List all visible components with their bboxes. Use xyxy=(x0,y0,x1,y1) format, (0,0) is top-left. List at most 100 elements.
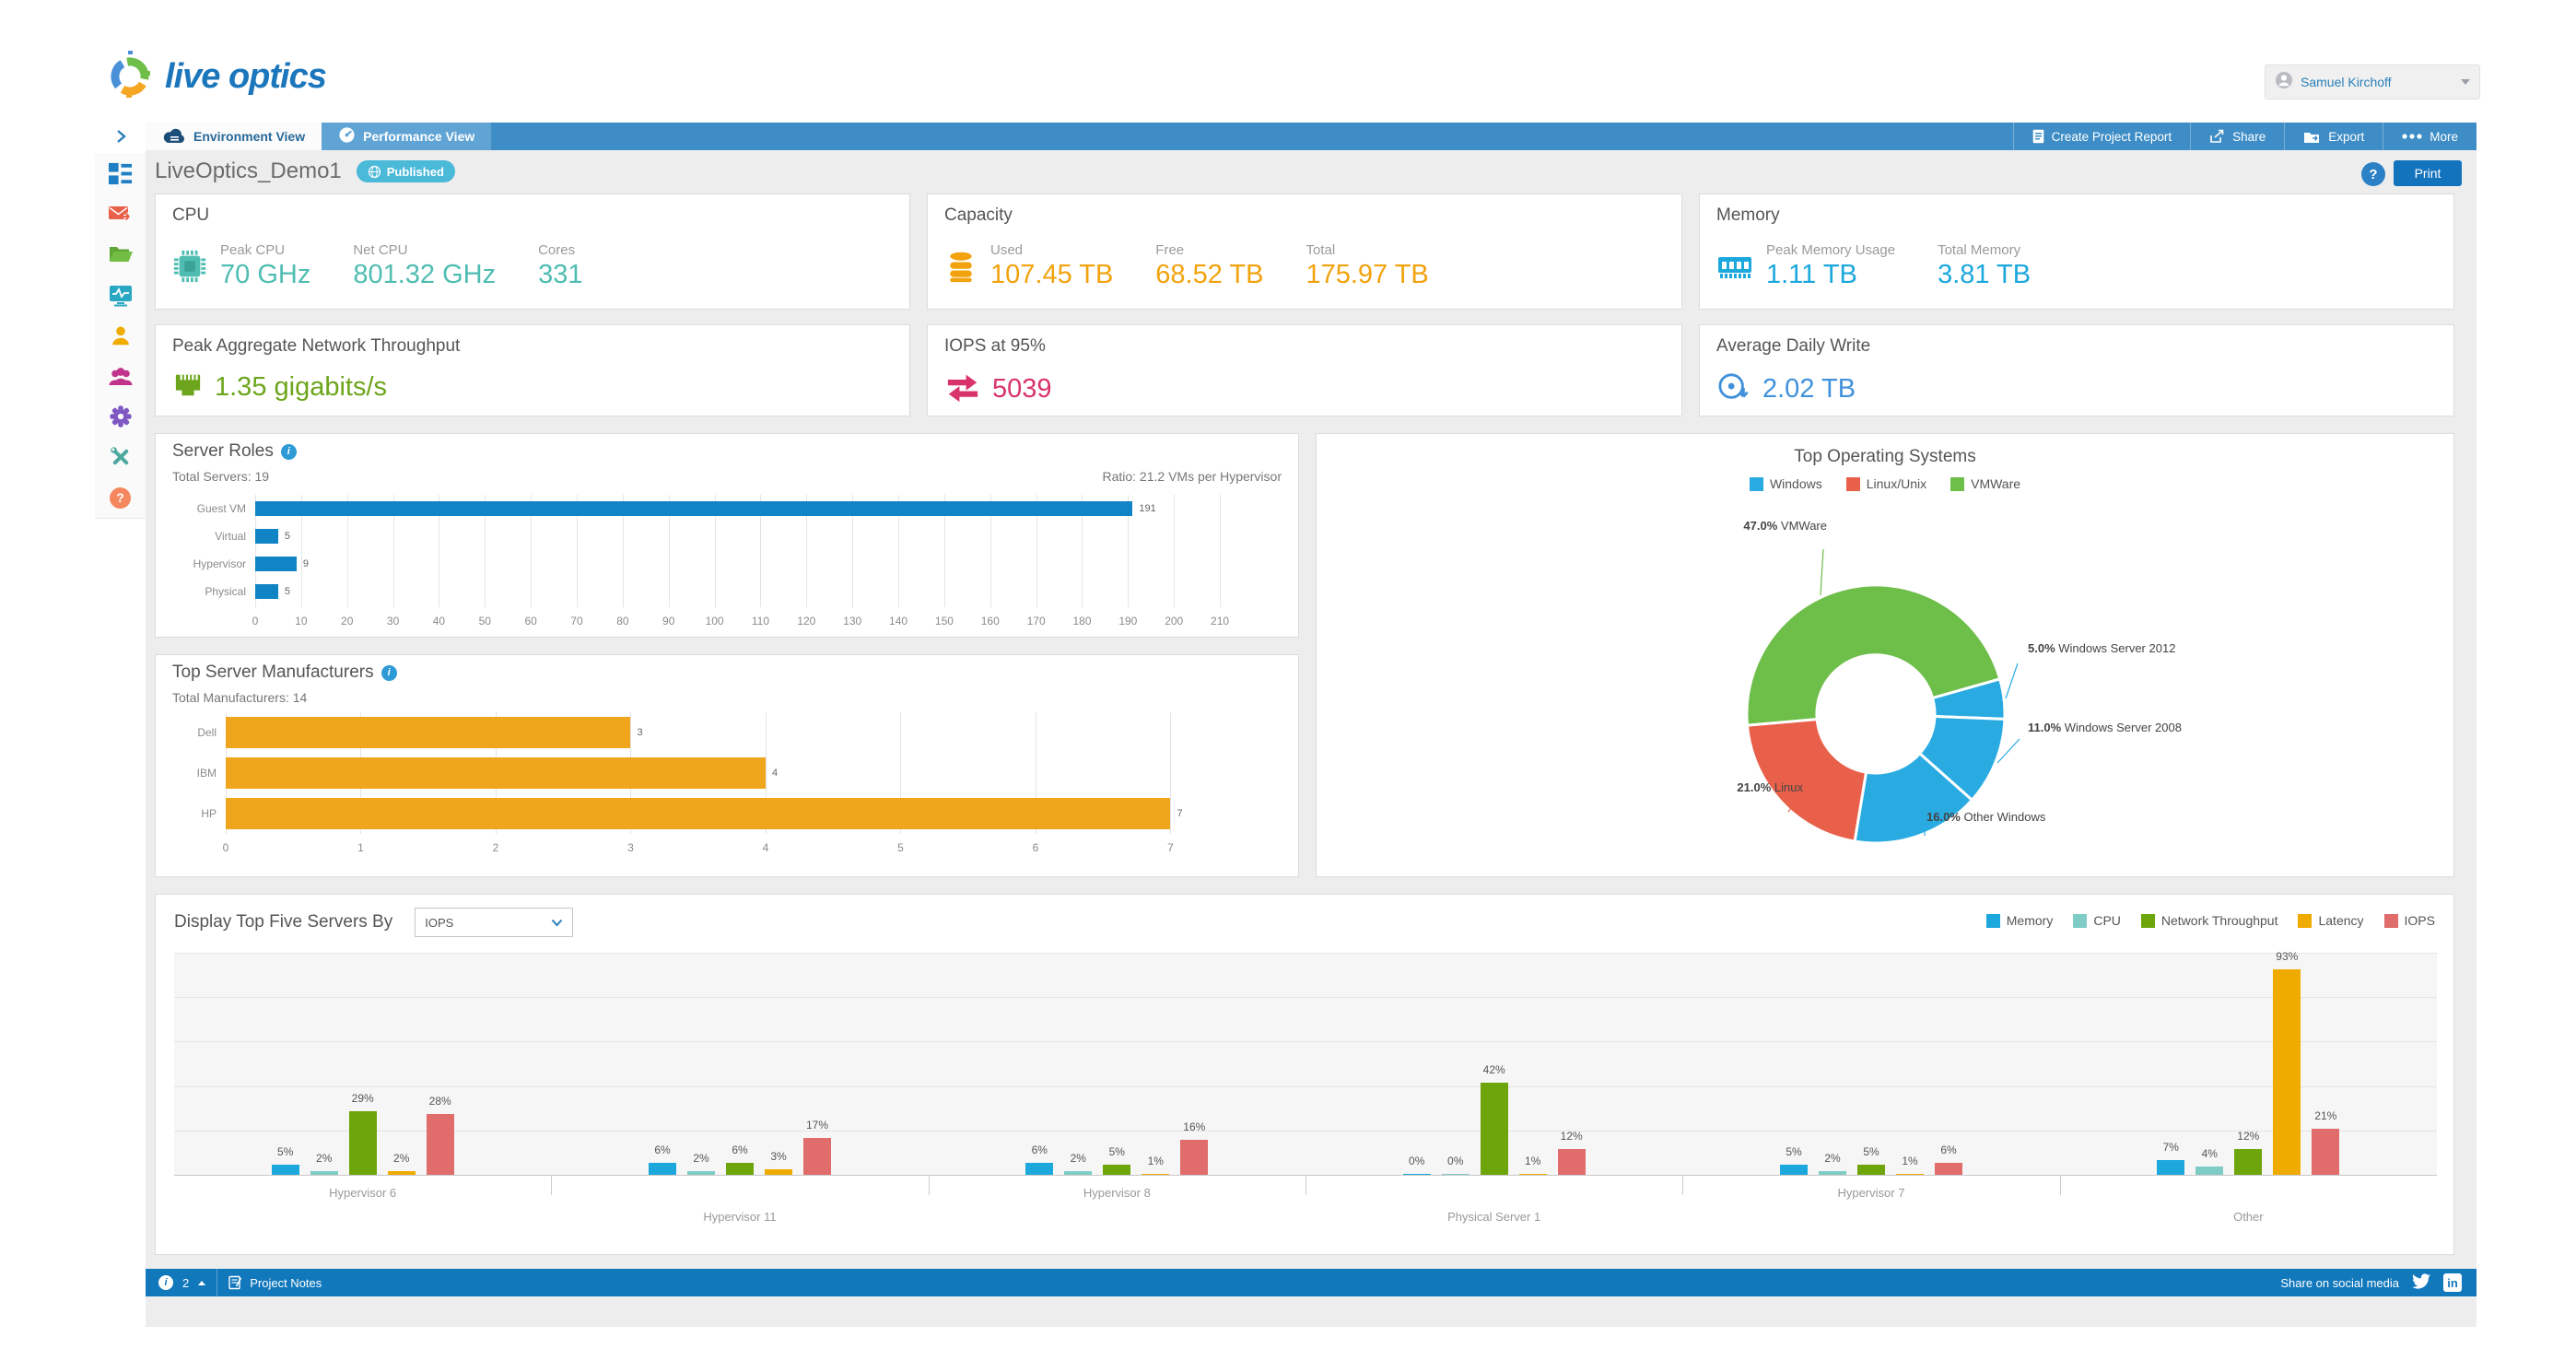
cpu-card: CPU Peak CPU 70 GHz Net CPU 801.32 GHz Cores… xyxy=(155,193,910,310)
twitter-icon[interactable] xyxy=(2412,1273,2430,1292)
label-leader-line xyxy=(1787,790,1805,813)
axis-tick-label: 140 xyxy=(889,615,908,627)
metric-label: Used xyxy=(990,242,1024,258)
metric-label: Total xyxy=(1306,242,1336,258)
axis-tick-label: 50 xyxy=(478,615,491,627)
group-label: Other xyxy=(2233,1210,2264,1224)
bar-value-label: 4 xyxy=(771,768,779,779)
top-five-metric-select[interactable]: IOPS xyxy=(415,908,574,937)
donut-slice xyxy=(1745,583,2002,727)
metric-value: 70 GHz xyxy=(220,260,311,289)
sidebar-item-monitoring[interactable] xyxy=(95,275,146,316)
help-button[interactable]: ? xyxy=(2361,162,2385,186)
legend-item[interactable]: VMWare xyxy=(1950,476,2020,491)
bar-value-label: 29% xyxy=(351,1092,374,1106)
axis-tick-label: 130 xyxy=(843,615,862,627)
legend-item[interactable]: IOPS xyxy=(2383,913,2435,928)
os-legend: Windows Linux/Unix VMWare xyxy=(1317,476,2453,491)
tab-environment-view[interactable]: Environment View xyxy=(146,123,322,150)
section-title: Top Server Manufacturers i xyxy=(172,663,397,683)
sidebar-collapse-toggle[interactable] xyxy=(95,123,146,150)
bar-value-label: 0% xyxy=(1447,1155,1464,1167)
bar xyxy=(255,529,278,544)
metric-value: 3.81 TB xyxy=(1938,260,2032,289)
info-icon[interactable]: i xyxy=(381,664,397,681)
vm-ratio-note: Ratio: 21.2 VMs per Hypervisor xyxy=(1102,469,1282,484)
section-title: Top Operating Systems xyxy=(1794,447,1976,466)
linkedin-icon[interactable]: in xyxy=(2443,1273,2462,1292)
grid-line xyxy=(255,495,256,607)
grid-line xyxy=(989,495,991,607)
sidebar-item-settings[interactable] xyxy=(95,396,146,438)
axis-tick-label: 6 xyxy=(1032,841,1039,854)
notes-icon xyxy=(228,1275,242,1290)
card-title: Capacity xyxy=(944,205,1013,225)
help-label: ? xyxy=(2369,166,2378,182)
logo-text: live optics xyxy=(165,57,327,96)
legend-item[interactable]: CPU xyxy=(2073,913,2121,928)
axis-tick-label: 120 xyxy=(797,615,816,627)
axis-tick-label: 170 xyxy=(1026,615,1046,627)
bar-category-label: Physical xyxy=(205,585,246,598)
legend-label: IOPS xyxy=(2404,913,2435,928)
sidebar-item-team[interactable] xyxy=(95,356,146,397)
grid-line xyxy=(577,495,579,607)
legend-item[interactable]: Latency xyxy=(2298,913,2364,928)
create-project-report-button[interactable]: Create Project Report xyxy=(2012,123,2191,150)
legend-item[interactable]: Network Throughput xyxy=(2140,913,2277,928)
capacity-metrics: Used 107.45 TB Free 68.52 TB Total 175.97 TB xyxy=(990,242,1429,290)
axis-tick-label: 60 xyxy=(524,615,537,627)
user-menu[interactable]: Samuel Kirchoff xyxy=(2265,64,2480,100)
sidebar-item-tools[interactable] xyxy=(95,437,146,478)
bar xyxy=(255,584,278,599)
legend-label: CPU xyxy=(2093,913,2121,928)
sidebar-item-dashboard[interactable] xyxy=(95,153,146,194)
metric-value: 1.35 gigabits/s xyxy=(215,372,388,402)
bar-value-label: 7% xyxy=(2162,1141,2179,1155)
sidebar-item-projects[interactable] xyxy=(95,234,146,276)
bar xyxy=(426,1113,454,1176)
donut-slice-label: 21.0% Linux xyxy=(1737,780,1803,794)
axis-tick xyxy=(2059,1175,2061,1195)
bar-value-label: 5% xyxy=(1786,1144,1802,1158)
sidebar-item-user[interactable] xyxy=(95,315,146,357)
info-icon[interactable]: i xyxy=(280,443,297,460)
grid-line xyxy=(174,953,2437,954)
card-title: Peak Aggregate Network Throughput xyxy=(172,336,461,356)
axis-tick xyxy=(551,1175,553,1195)
top-servers-legend: Memory CPU Network Throughput Latency IOPS xyxy=(1985,913,2435,928)
user-icon xyxy=(111,326,129,346)
print-button[interactable]: Print xyxy=(2394,160,2462,186)
app-logo[interactable]: live optics xyxy=(106,51,327,103)
grid-line xyxy=(622,495,624,607)
more-button[interactable]: More xyxy=(2383,123,2476,150)
action-label: Share xyxy=(2232,129,2266,144)
bar xyxy=(765,1168,792,1176)
export-button[interactable]: Export xyxy=(2284,123,2383,150)
grid-line xyxy=(174,1041,2437,1043)
sidebar-item-help[interactable]: ? xyxy=(95,477,146,519)
legend-swatch xyxy=(2383,913,2398,928)
grid-line xyxy=(174,1130,2437,1132)
bar xyxy=(2312,1129,2340,1176)
notifications-toggle[interactable]: i 2 xyxy=(146,1275,206,1290)
sidebar-item-mail[interactable] xyxy=(95,193,146,235)
grid-line xyxy=(714,495,716,607)
legend-item[interactable]: Windows xyxy=(1749,476,1822,491)
bar xyxy=(1180,1140,1209,1176)
axis-tick xyxy=(928,1175,930,1195)
legend-item[interactable]: Memory xyxy=(1985,913,2053,928)
project-notes-button[interactable]: Project Notes xyxy=(228,1275,322,1290)
tab-performance-view[interactable]: Performance View xyxy=(322,123,492,150)
share-button[interactable]: Share xyxy=(2190,123,2284,150)
group-label: Physical Server 1 xyxy=(1447,1210,1541,1224)
globe-icon xyxy=(368,165,381,178)
bar-value-label: 12% xyxy=(1560,1130,1583,1143)
memory-card: Memory Peak Memory Usage 1.11 TB Total Mem… xyxy=(1699,193,2454,310)
grid-line xyxy=(1128,495,1130,607)
bar-value-label: 21% xyxy=(2314,1109,2337,1123)
os-donut-chart xyxy=(1745,548,2020,845)
legend-swatch xyxy=(2073,913,2088,928)
bar xyxy=(1142,1173,1170,1176)
legend-item[interactable]: Linux/Unix xyxy=(1845,476,1926,491)
